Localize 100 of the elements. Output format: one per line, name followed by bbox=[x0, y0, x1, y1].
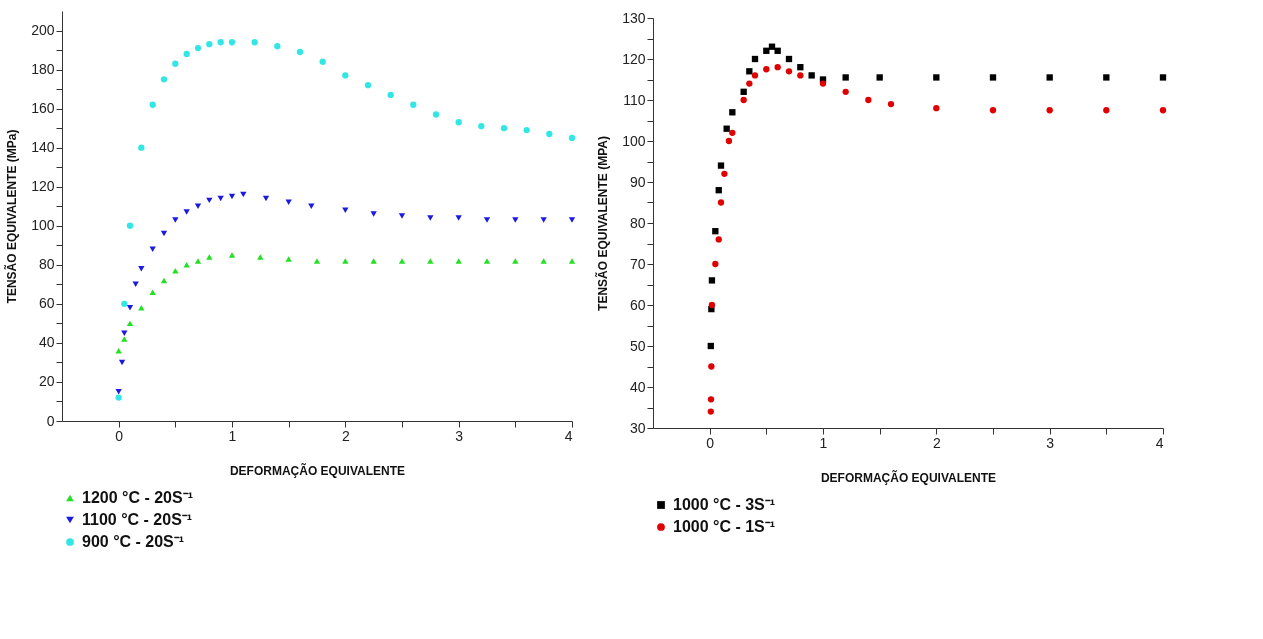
point bbox=[257, 254, 264, 260]
point bbox=[138, 265, 145, 272]
x-tick-label: 1 bbox=[819, 434, 828, 451]
point bbox=[217, 39, 224, 46]
x-tick-label: 0 bbox=[706, 434, 715, 451]
point bbox=[717, 199, 725, 206]
point bbox=[149, 289, 156, 295]
point bbox=[121, 336, 128, 342]
point bbox=[1103, 74, 1110, 81]
point bbox=[717, 162, 725, 169]
point bbox=[707, 342, 714, 350]
point bbox=[1159, 107, 1167, 114]
point bbox=[126, 305, 134, 311]
point bbox=[933, 74, 940, 81]
point bbox=[483, 217, 491, 223]
point bbox=[194, 258, 202, 264]
y-tick-label: 40 bbox=[629, 378, 646, 395]
point bbox=[540, 258, 547, 264]
point bbox=[160, 277, 168, 284]
y-tick-label: 60 bbox=[629, 296, 646, 313]
point bbox=[540, 217, 547, 223]
y-tick-label: 200 bbox=[31, 22, 55, 39]
point bbox=[160, 230, 168, 237]
point bbox=[887, 100, 895, 108]
point bbox=[228, 193, 236, 200]
point bbox=[842, 74, 849, 81]
x-tick-label: 4 bbox=[564, 427, 573, 444]
point bbox=[364, 82, 372, 89]
point bbox=[774, 47, 781, 54]
point bbox=[721, 170, 728, 177]
point bbox=[763, 66, 770, 73]
point bbox=[398, 213, 406, 219]
point bbox=[763, 47, 770, 54]
point bbox=[712, 260, 719, 268]
point bbox=[342, 258, 349, 264]
point bbox=[729, 109, 736, 116]
point bbox=[149, 246, 156, 252]
point bbox=[370, 258, 377, 264]
point bbox=[876, 74, 883, 81]
point bbox=[746, 80, 753, 87]
point bbox=[523, 126, 530, 134]
y-axis-title: TENSÃO EQUIVALENTE (MPa) bbox=[4, 129, 20, 304]
y-tick-label: 70 bbox=[629, 255, 646, 272]
legend-label: 1200 °C - 20S⁻¹ bbox=[82, 489, 194, 506]
point bbox=[746, 68, 753, 75]
x-tick-label: 3 bbox=[455, 427, 464, 444]
y-tick-label: 50 bbox=[629, 337, 646, 354]
point bbox=[455, 119, 462, 126]
y-tick-label: 120 bbox=[31, 178, 55, 195]
point bbox=[708, 301, 716, 309]
y-tick-label: 90 bbox=[629, 173, 646, 190]
point bbox=[768, 43, 776, 50]
point bbox=[865, 96, 872, 104]
point bbox=[183, 50, 190, 58]
point bbox=[708, 363, 715, 370]
point bbox=[194, 203, 202, 209]
point bbox=[707, 408, 714, 415]
point bbox=[342, 207, 349, 213]
point bbox=[1103, 107, 1110, 114]
point bbox=[427, 215, 434, 221]
point bbox=[313, 258, 321, 264]
point bbox=[819, 80, 827, 87]
point bbox=[183, 209, 190, 215]
point bbox=[989, 74, 997, 81]
point bbox=[751, 72, 759, 79]
point bbox=[785, 68, 793, 75]
point bbox=[274, 42, 281, 50]
point bbox=[319, 58, 326, 65]
point bbox=[808, 72, 815, 79]
x-tick-label: 1 bbox=[228, 427, 237, 444]
x-tick-label: 4 bbox=[1155, 434, 1164, 451]
legend-label: 1000 °C - 1S⁻¹ bbox=[673, 518, 776, 535]
point bbox=[751, 55, 759, 63]
point bbox=[512, 217, 519, 223]
point bbox=[797, 64, 804, 71]
point bbox=[1159, 74, 1167, 81]
point bbox=[707, 396, 715, 403]
point bbox=[115, 394, 122, 401]
point bbox=[228, 252, 236, 258]
legend-label: 1000 °C - 3S⁻¹ bbox=[673, 496, 776, 513]
point bbox=[138, 305, 145, 311]
y-tick-label: 140 bbox=[31, 139, 55, 156]
point bbox=[512, 258, 519, 264]
y-tick-label: 100 bbox=[622, 132, 646, 149]
y-tick-label: 40 bbox=[38, 334, 55, 351]
point bbox=[342, 72, 349, 79]
point bbox=[1046, 74, 1053, 81]
y-tick-label: 0 bbox=[46, 412, 55, 429]
y-tick-label: 110 bbox=[623, 91, 646, 108]
point bbox=[708, 277, 716, 284]
point bbox=[568, 258, 576, 264]
point bbox=[989, 107, 997, 114]
point bbox=[251, 39, 258, 46]
point bbox=[121, 300, 128, 308]
y-axis-title: TENSÃO EQUIVALENTE (MPA) bbox=[595, 136, 611, 311]
point bbox=[1046, 107, 1053, 114]
point bbox=[455, 258, 462, 264]
point bbox=[933, 105, 940, 112]
point bbox=[740, 96, 747, 104]
point bbox=[228, 39, 236, 46]
